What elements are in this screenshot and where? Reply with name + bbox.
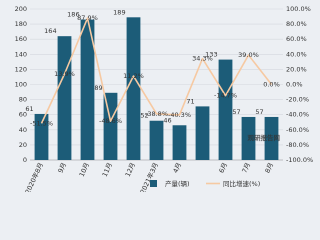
y2-tick-label: 100.0%	[286, 5, 311, 13]
bar	[57, 36, 72, 160]
y-tick-label: 120	[15, 65, 27, 73]
x-tick-label: 7月	[240, 161, 252, 174]
page: {"chart_data": {"type": "bar_line", "cat…	[14, 5, 314, 192]
line-data-label: -38.8%	[145, 110, 168, 118]
y-tick-label: 0	[23, 156, 27, 164]
bar-data-label: 186	[67, 11, 79, 19]
bar-data-label: 57	[232, 108, 240, 116]
y2-tick-label: -80.0%	[286, 141, 309, 149]
x-tick-label: 2021年3月	[138, 161, 160, 192]
line	[40, 17, 273, 124]
y2-tick-label: 40.0%	[286, 50, 307, 58]
legend-label: 同比增速(%)	[223, 179, 260, 188]
x-tick-label: 9月	[56, 161, 68, 174]
y-tick-label: 40	[19, 126, 27, 134]
line-data-label: 87.9%	[77, 14, 98, 22]
line-data-label: 11.2%	[123, 72, 144, 80]
x-tick-label: 8月	[263, 161, 275, 174]
line-data-label: 13.9%	[54, 70, 75, 78]
y2-tick-label: -40.0%	[286, 111, 309, 119]
bar-data-label: 133	[205, 51, 217, 59]
bar-data-label: 164	[44, 27, 56, 35]
line-data-label: -14.7%	[214, 92, 237, 100]
bar-data-label: 46	[163, 116, 171, 124]
legend-swatch	[150, 180, 157, 187]
line-data-label: -48.6%	[99, 117, 122, 125]
watermark: 观研报告网	[248, 133, 281, 142]
bar	[264, 116, 279, 160]
bar	[172, 125, 187, 160]
line-data-label: 0.0%	[263, 81, 280, 89]
bar	[218, 59, 233, 160]
y2-tick-label: -100.0%	[286, 156, 313, 164]
y-tick-label: 140	[15, 50, 27, 58]
bar	[195, 106, 210, 160]
bar-data-label: 61	[25, 105, 33, 113]
bar-data-label: 89	[94, 84, 102, 92]
bar	[103, 92, 118, 160]
line-data-label: 39.0%	[238, 51, 259, 59]
bar	[126, 17, 141, 161]
x-tick-label: 12月	[124, 161, 137, 178]
x-tick-label: 2020年8月	[23, 161, 45, 192]
legend-label: 产量(辆)	[165, 179, 190, 188]
x-tick-label: 4月	[171, 161, 183, 174]
y-tick-label: 80	[19, 96, 27, 104]
bar	[34, 113, 49, 160]
bar	[80, 19, 95, 160]
bar-data-label: 71	[186, 97, 194, 105]
y-tick-label: 20	[19, 141, 27, 149]
bar	[241, 116, 256, 160]
y2-tick-label: -60.0%	[286, 126, 309, 134]
y2-tick-label: 80.0%	[286, 20, 307, 28]
y2-tick-label: 0.0%	[286, 81, 303, 89]
y2-tick-label: 20.0%	[286, 65, 307, 73]
bar-data-label: 57	[255, 108, 263, 116]
x-tick-label: 11月	[101, 161, 114, 178]
y-tick-label: 200	[15, 5, 27, 13]
x-tick-label: 10月	[78, 161, 91, 178]
line-data-label: -51.5%	[30, 119, 53, 127]
y-tick-label: 100	[15, 81, 27, 89]
bar-data-label: 189	[113, 8, 125, 16]
y-tick-label: 180	[15, 20, 27, 28]
x-tick-label: 6月	[217, 161, 229, 174]
line-data-label: 34.3%	[192, 55, 213, 63]
y2-tick-label: 60.0%	[286, 35, 307, 43]
line-data-label: -40.3%	[168, 111, 191, 119]
y2-tick-label: -20.0%	[286, 96, 309, 104]
bar	[149, 120, 164, 160]
y-tick-label: 60	[19, 111, 27, 119]
y-tick-label: 160	[15, 35, 27, 43]
bar-data-label: 52	[140, 112, 148, 120]
chart: 0 20 40 60 80 100 120 140 160 180 200 -100.0% -80.0%…	[15, 5, 314, 192]
